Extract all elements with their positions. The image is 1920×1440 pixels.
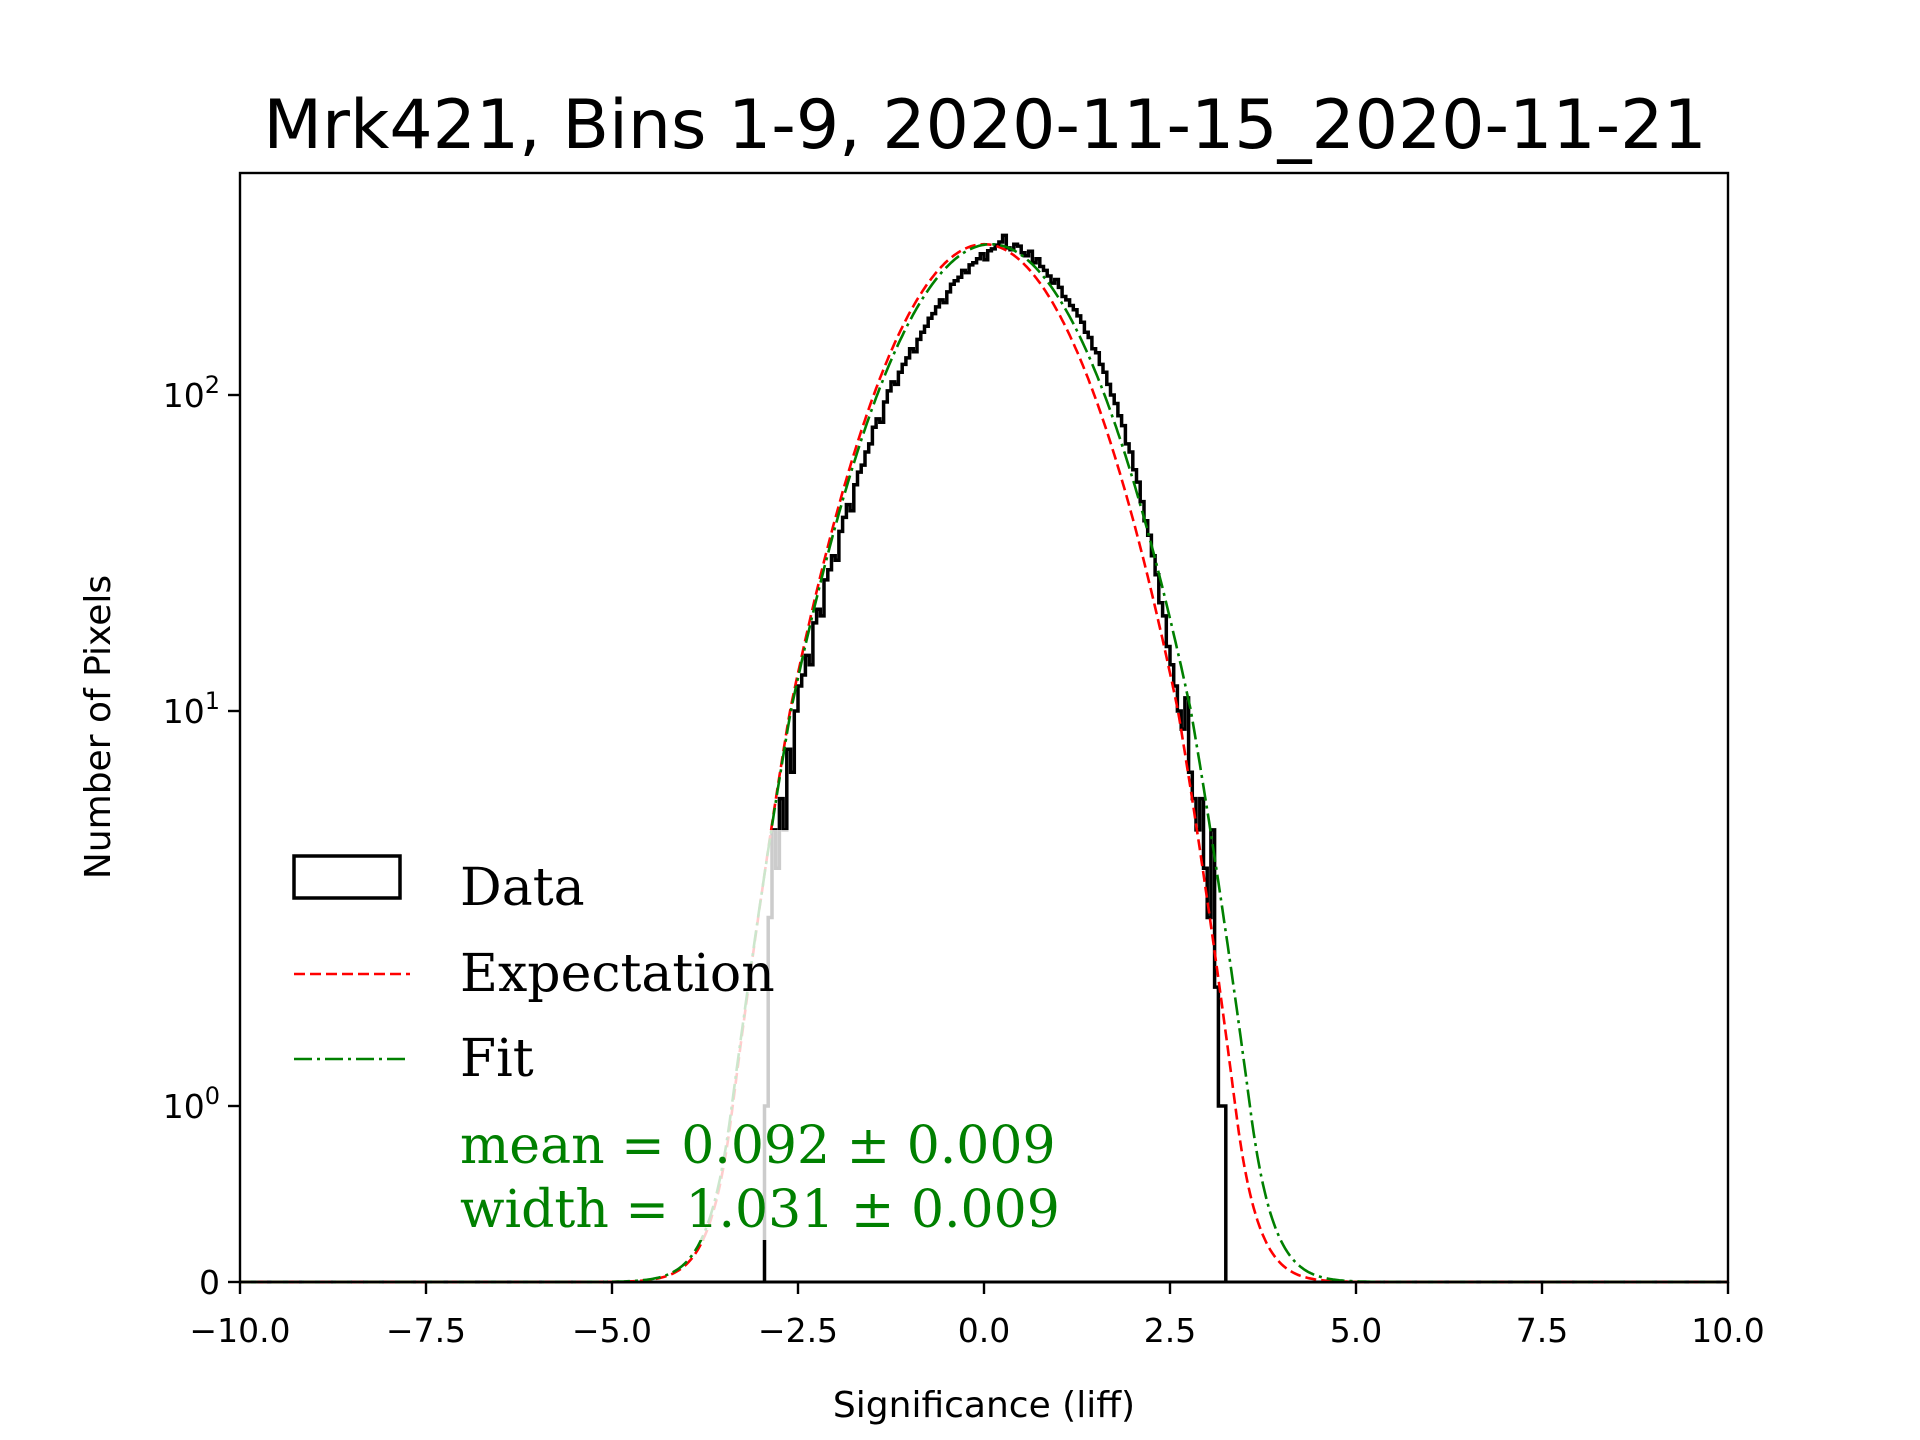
y-tick-label: 100 — [163, 1082, 220, 1126]
x-axis: −10.0 −7.5 −5.0 −2.5 0.0 2.5 5.0 7.5 10.0 — [189, 1282, 1765, 1350]
x-axis-label: Significance (liff) — [833, 1385, 1135, 1426]
x-tick-label: −7.5 — [386, 1311, 466, 1350]
x-tick-label: 5.0 — [1330, 1311, 1382, 1350]
y-tick-label: 102 — [163, 371, 220, 415]
y-tick-label: 101 — [163, 687, 220, 731]
x-tick-label: 10.0 — [1691, 1311, 1764, 1350]
legend-expectation-label: Expectation — [460, 944, 775, 1004]
x-tick-label: −5.0 — [572, 1311, 652, 1350]
legend-data-swatch — [292, 854, 402, 900]
annotation-width: width = 1.031 ± 0.009 — [460, 1180, 1060, 1240]
legend-data-label: Data — [460, 858, 585, 918]
x-tick-label: −2.5 — [758, 1311, 838, 1350]
y-axis: 0 100 101 102 — [163, 371, 240, 1302]
x-tick-label: 7.5 — [1516, 1311, 1568, 1350]
annotation-mean: mean = 0.092 ± 0.009 — [460, 1116, 1056, 1176]
x-tick-label: −10.0 — [189, 1311, 290, 1350]
chart-title: Mrk421, Bins 1-9, 2020-11-15_2020-11-21 — [263, 86, 1706, 165]
x-tick-label: 2.5 — [1144, 1311, 1196, 1350]
legend-fit-label: Fit — [460, 1029, 534, 1089]
y-axis-label: Number of Pixels — [78, 575, 119, 879]
legend: Data Expectation Fit mean = 0.092 ± 0.00… — [272, 830, 1060, 1240]
y-tick-label: 0 — [199, 1263, 220, 1302]
x-tick-label: 0.0 — [958, 1311, 1010, 1350]
histogram-data — [762, 233, 1228, 1282]
